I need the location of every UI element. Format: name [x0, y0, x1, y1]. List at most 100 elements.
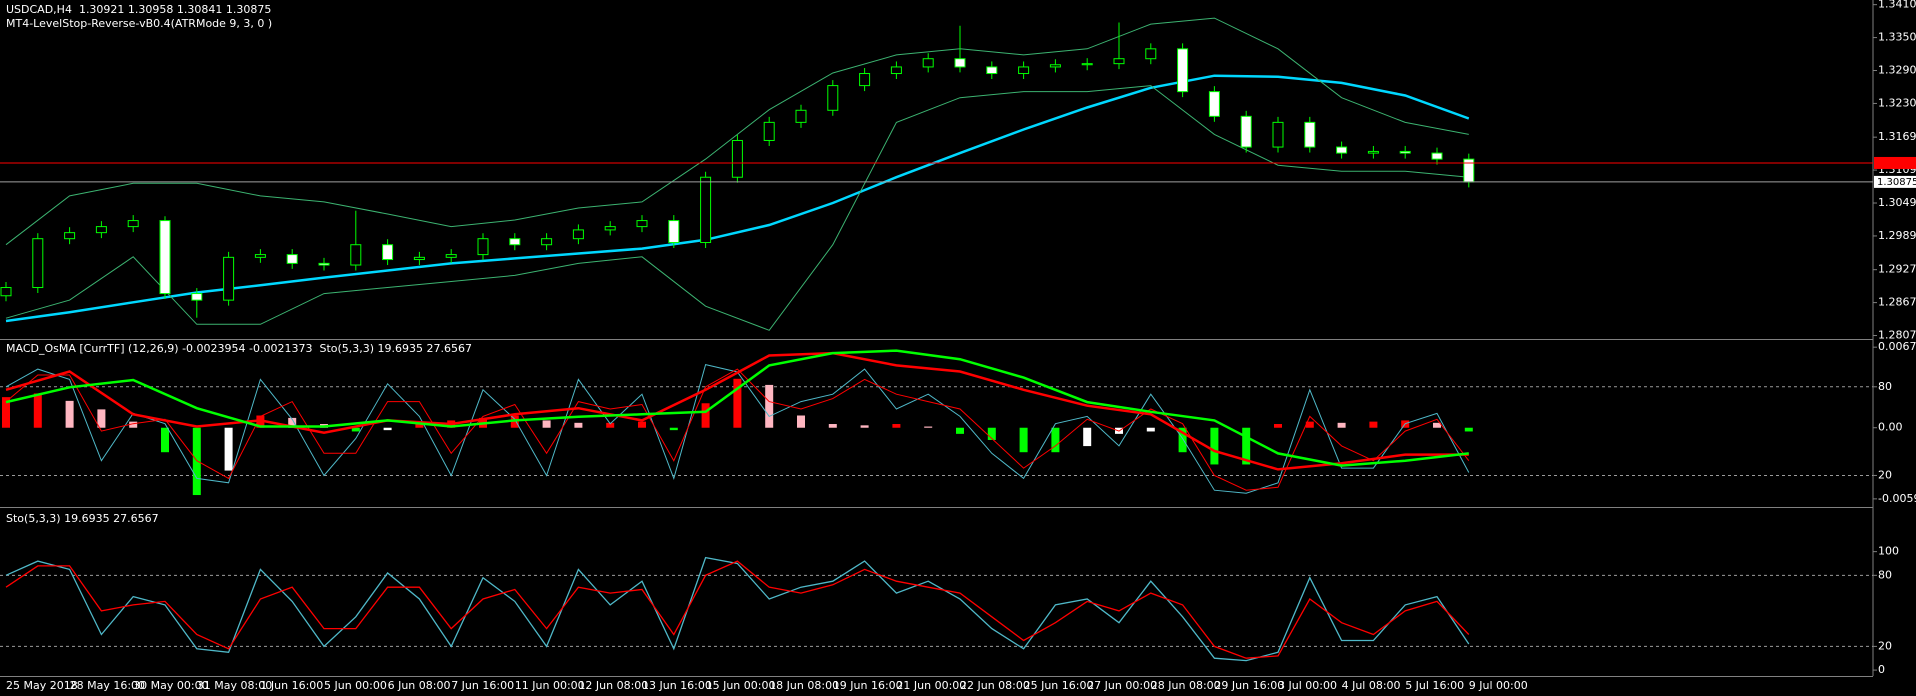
candle-body — [159, 220, 171, 295]
candle-body — [1208, 91, 1220, 117]
candle-body — [64, 232, 76, 240]
candle-body — [954, 58, 966, 68]
y-tick-label: 1.33505 — [1878, 31, 1916, 44]
candle-body — [1018, 66, 1030, 75]
histogram-bar — [288, 417, 297, 428]
histogram-bar — [606, 422, 615, 428]
x-tick-label: 4 Jul 08:00 — [1342, 679, 1401, 692]
y-tick-label: 1.29890 — [1878, 229, 1916, 242]
y-tick-label: 1.29275 — [1878, 263, 1916, 276]
candle-body — [318, 262, 330, 266]
macd-panel — [0, 349, 1873, 496]
histogram-bar — [1337, 422, 1346, 428]
overlay-line — [5, 74, 1470, 323]
candle-body — [541, 238, 553, 246]
price-panel — [0, 17, 1873, 331]
histogram-bar — [765, 384, 774, 428]
x-tick-label: 11 Jun 00:00 — [515, 679, 585, 692]
x-tick-label: 19 Jun 16:00 — [833, 679, 903, 692]
x-tick-label: 7 Jun 16:00 — [451, 679, 514, 692]
histogram-bar — [65, 400, 74, 428]
histogram-bar — [1019, 427, 1028, 453]
overlay-line — [5, 17, 1469, 246]
stochastic-title: Sto(5,3,3) 19.6935 27.6567 — [6, 512, 159, 525]
candle-body — [795, 109, 807, 123]
candle-body — [1399, 150, 1411, 154]
axes: 1.341051.335051.329051.323051.316901.310… — [6, 0, 1916, 692]
histogram-bar — [574, 422, 583, 428]
candle-body — [859, 73, 871, 87]
histogram-bar — [97, 409, 106, 428]
candle-body — [700, 176, 712, 244]
histogram-bar — [351, 427, 360, 432]
y-tick-label: 1.30490 — [1878, 196, 1916, 209]
x-tick-label: 29 Jun 16:00 — [1214, 679, 1284, 692]
candle-body — [1272, 121, 1284, 148]
y-tick-label: 20 — [1878, 468, 1892, 481]
y-tick-label: 0.00 — [1878, 421, 1903, 434]
candle-body — [731, 139, 743, 178]
overlay-line — [5, 85, 1469, 331]
x-tick-label: 18 Jun 08:00 — [769, 679, 839, 692]
histogram-bar — [224, 427, 233, 471]
candle-body — [413, 256, 425, 261]
stochastic-line — [5, 560, 1470, 659]
histogram-bar — [797, 415, 805, 428]
candle-body — [1304, 121, 1316, 148]
stochastic-panel — [0, 556, 1873, 662]
x-tick-label: 27 Jun 00:00 — [1087, 679, 1157, 692]
stochastic-overlay-line — [5, 368, 1470, 491]
y-tick-label: 1.32905 — [1878, 64, 1916, 77]
x-tick-label: 3 Jul 00:00 — [1278, 679, 1337, 692]
candle-body — [1049, 64, 1061, 68]
histogram-bar — [2, 397, 10, 428]
y-tick-label: 100 — [1878, 545, 1899, 558]
x-tick-label: 28 May 16:00 — [70, 679, 145, 692]
y-tick-label: 80 — [1878, 568, 1892, 581]
x-tick-label: 15 Jun 00:00 — [706, 679, 776, 692]
candle-body — [32, 238, 44, 289]
x-tick-label: 1 Jun 16:00 — [260, 679, 323, 692]
histogram-bar — [192, 427, 201, 496]
candle-body — [350, 244, 362, 266]
histogram-bar — [1146, 427, 1155, 432]
histogram-bar — [1242, 427, 1251, 465]
y-tick-label: 80 — [1878, 380, 1892, 393]
macd-line — [5, 349, 1469, 467]
x-tick-label: 22 Jun 08:00 — [960, 679, 1030, 692]
candle-body — [127, 220, 139, 228]
level-marker — [1874, 156, 1916, 169]
histogram-bar — [1369, 421, 1378, 428]
x-tick-label: 13 Jun 16:00 — [642, 679, 712, 692]
candle-body — [95, 226, 107, 234]
current-price-label: 1.30875 — [1877, 177, 1916, 188]
candle-body — [1081, 63, 1093, 66]
candle-body — [1431, 152, 1443, 160]
x-tick-label: 5 Jul 16:00 — [1405, 679, 1464, 692]
x-tick-label: 25 Jun 16:00 — [1024, 679, 1094, 692]
candle-body — [636, 220, 648, 228]
histogram-bar — [956, 427, 964, 434]
candle-body — [986, 66, 998, 75]
chart-title: USDCAD,H4 1.30921 1.30958 1.30841 1.3087… — [6, 3, 271, 16]
y-tick-label: 1.34105 — [1878, 0, 1916, 11]
histogram-bar — [383, 427, 392, 431]
histogram-bar — [987, 427, 996, 440]
histogram-bar — [1051, 427, 1060, 453]
histogram-bar — [828, 424, 837, 428]
stochastic-line — [5, 556, 1470, 662]
candle-body — [1240, 115, 1252, 148]
current-price-box — [1874, 175, 1916, 188]
y-tick-label: 0 — [1878, 663, 1885, 676]
candle-body — [1113, 58, 1125, 65]
candle-body — [286, 254, 298, 264]
candle-body — [1177, 48, 1189, 93]
histogram-bar — [161, 427, 169, 453]
candle-body — [0, 287, 12, 297]
candle-body — [668, 220, 680, 244]
x-tick-label: 28 Jun 08:00 — [1151, 679, 1221, 692]
candle-body — [382, 244, 394, 261]
histogram-bar — [1305, 421, 1314, 428]
candle-body — [763, 121, 775, 141]
